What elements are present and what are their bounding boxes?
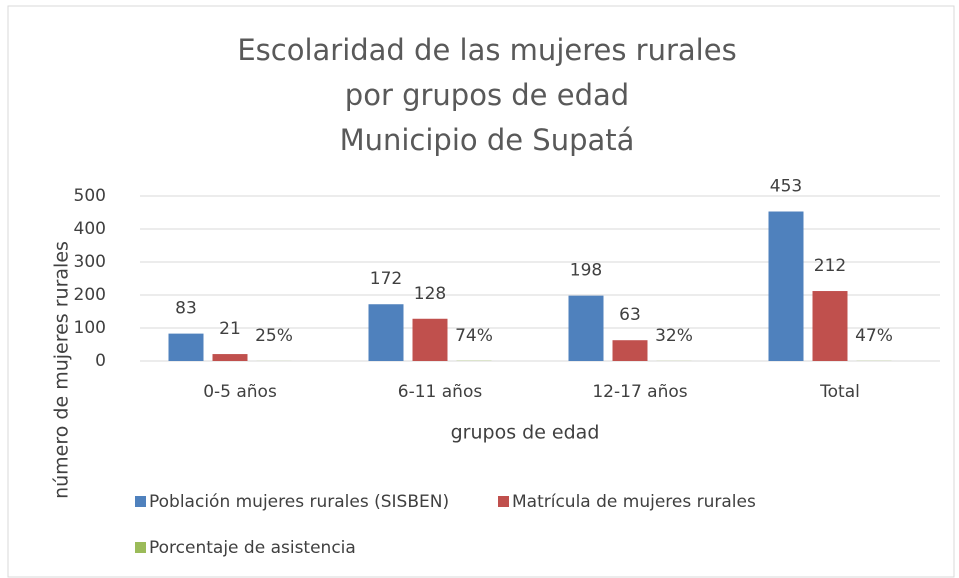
legend-swatch xyxy=(498,496,509,507)
data-label: 172 xyxy=(370,269,402,289)
y-tick-label: 200 xyxy=(74,285,106,305)
legend-label: Porcentaje de asistencia xyxy=(149,538,356,558)
chart-title: Municipio de Supatá xyxy=(340,123,635,157)
data-label: 453 xyxy=(770,177,802,197)
bar xyxy=(212,354,248,361)
bar xyxy=(768,211,804,361)
y-tick-label: 300 xyxy=(74,252,106,272)
y-tick-label: 400 xyxy=(74,219,106,239)
data-label: 63 xyxy=(619,305,641,325)
data-label: 198 xyxy=(570,261,602,281)
data-label: 128 xyxy=(414,284,446,304)
chart-title: por grupos de edad xyxy=(345,78,629,112)
data-label: 212 xyxy=(814,256,846,276)
x-tick-label: 0-5 años xyxy=(203,382,277,402)
bar xyxy=(812,291,848,361)
bar xyxy=(412,318,448,361)
x-tick-label: 12-17 años xyxy=(592,382,687,402)
x-tick-label: 6-11 años xyxy=(398,382,483,402)
bar xyxy=(368,304,404,361)
legend-label: Matrícula de mujeres rurales xyxy=(512,492,756,512)
legend-label: Población mujeres rurales (SISBEN) xyxy=(149,492,449,512)
y-axis-title: número de mujeres rurales xyxy=(51,241,73,499)
y-tick-label: 100 xyxy=(74,318,106,338)
bar xyxy=(612,340,648,361)
data-label: 47% xyxy=(855,326,893,346)
data-label: 74% xyxy=(455,326,493,346)
data-label: 25% xyxy=(255,326,293,346)
y-tick-label: 0 xyxy=(95,351,106,371)
legend-swatch xyxy=(135,542,146,553)
data-label: 21 xyxy=(219,319,241,339)
legend-swatch xyxy=(135,496,146,507)
bar xyxy=(568,295,604,361)
data-label: 83 xyxy=(175,299,197,319)
bar xyxy=(168,333,204,361)
x-tick-label: Total xyxy=(819,382,860,402)
x-axis-title: grupos de edad xyxy=(451,422,600,444)
y-tick-label: 500 xyxy=(74,186,106,206)
data-label: 32% xyxy=(655,326,693,346)
chart-title: Escolaridad de las mujeres rurales xyxy=(237,33,736,67)
